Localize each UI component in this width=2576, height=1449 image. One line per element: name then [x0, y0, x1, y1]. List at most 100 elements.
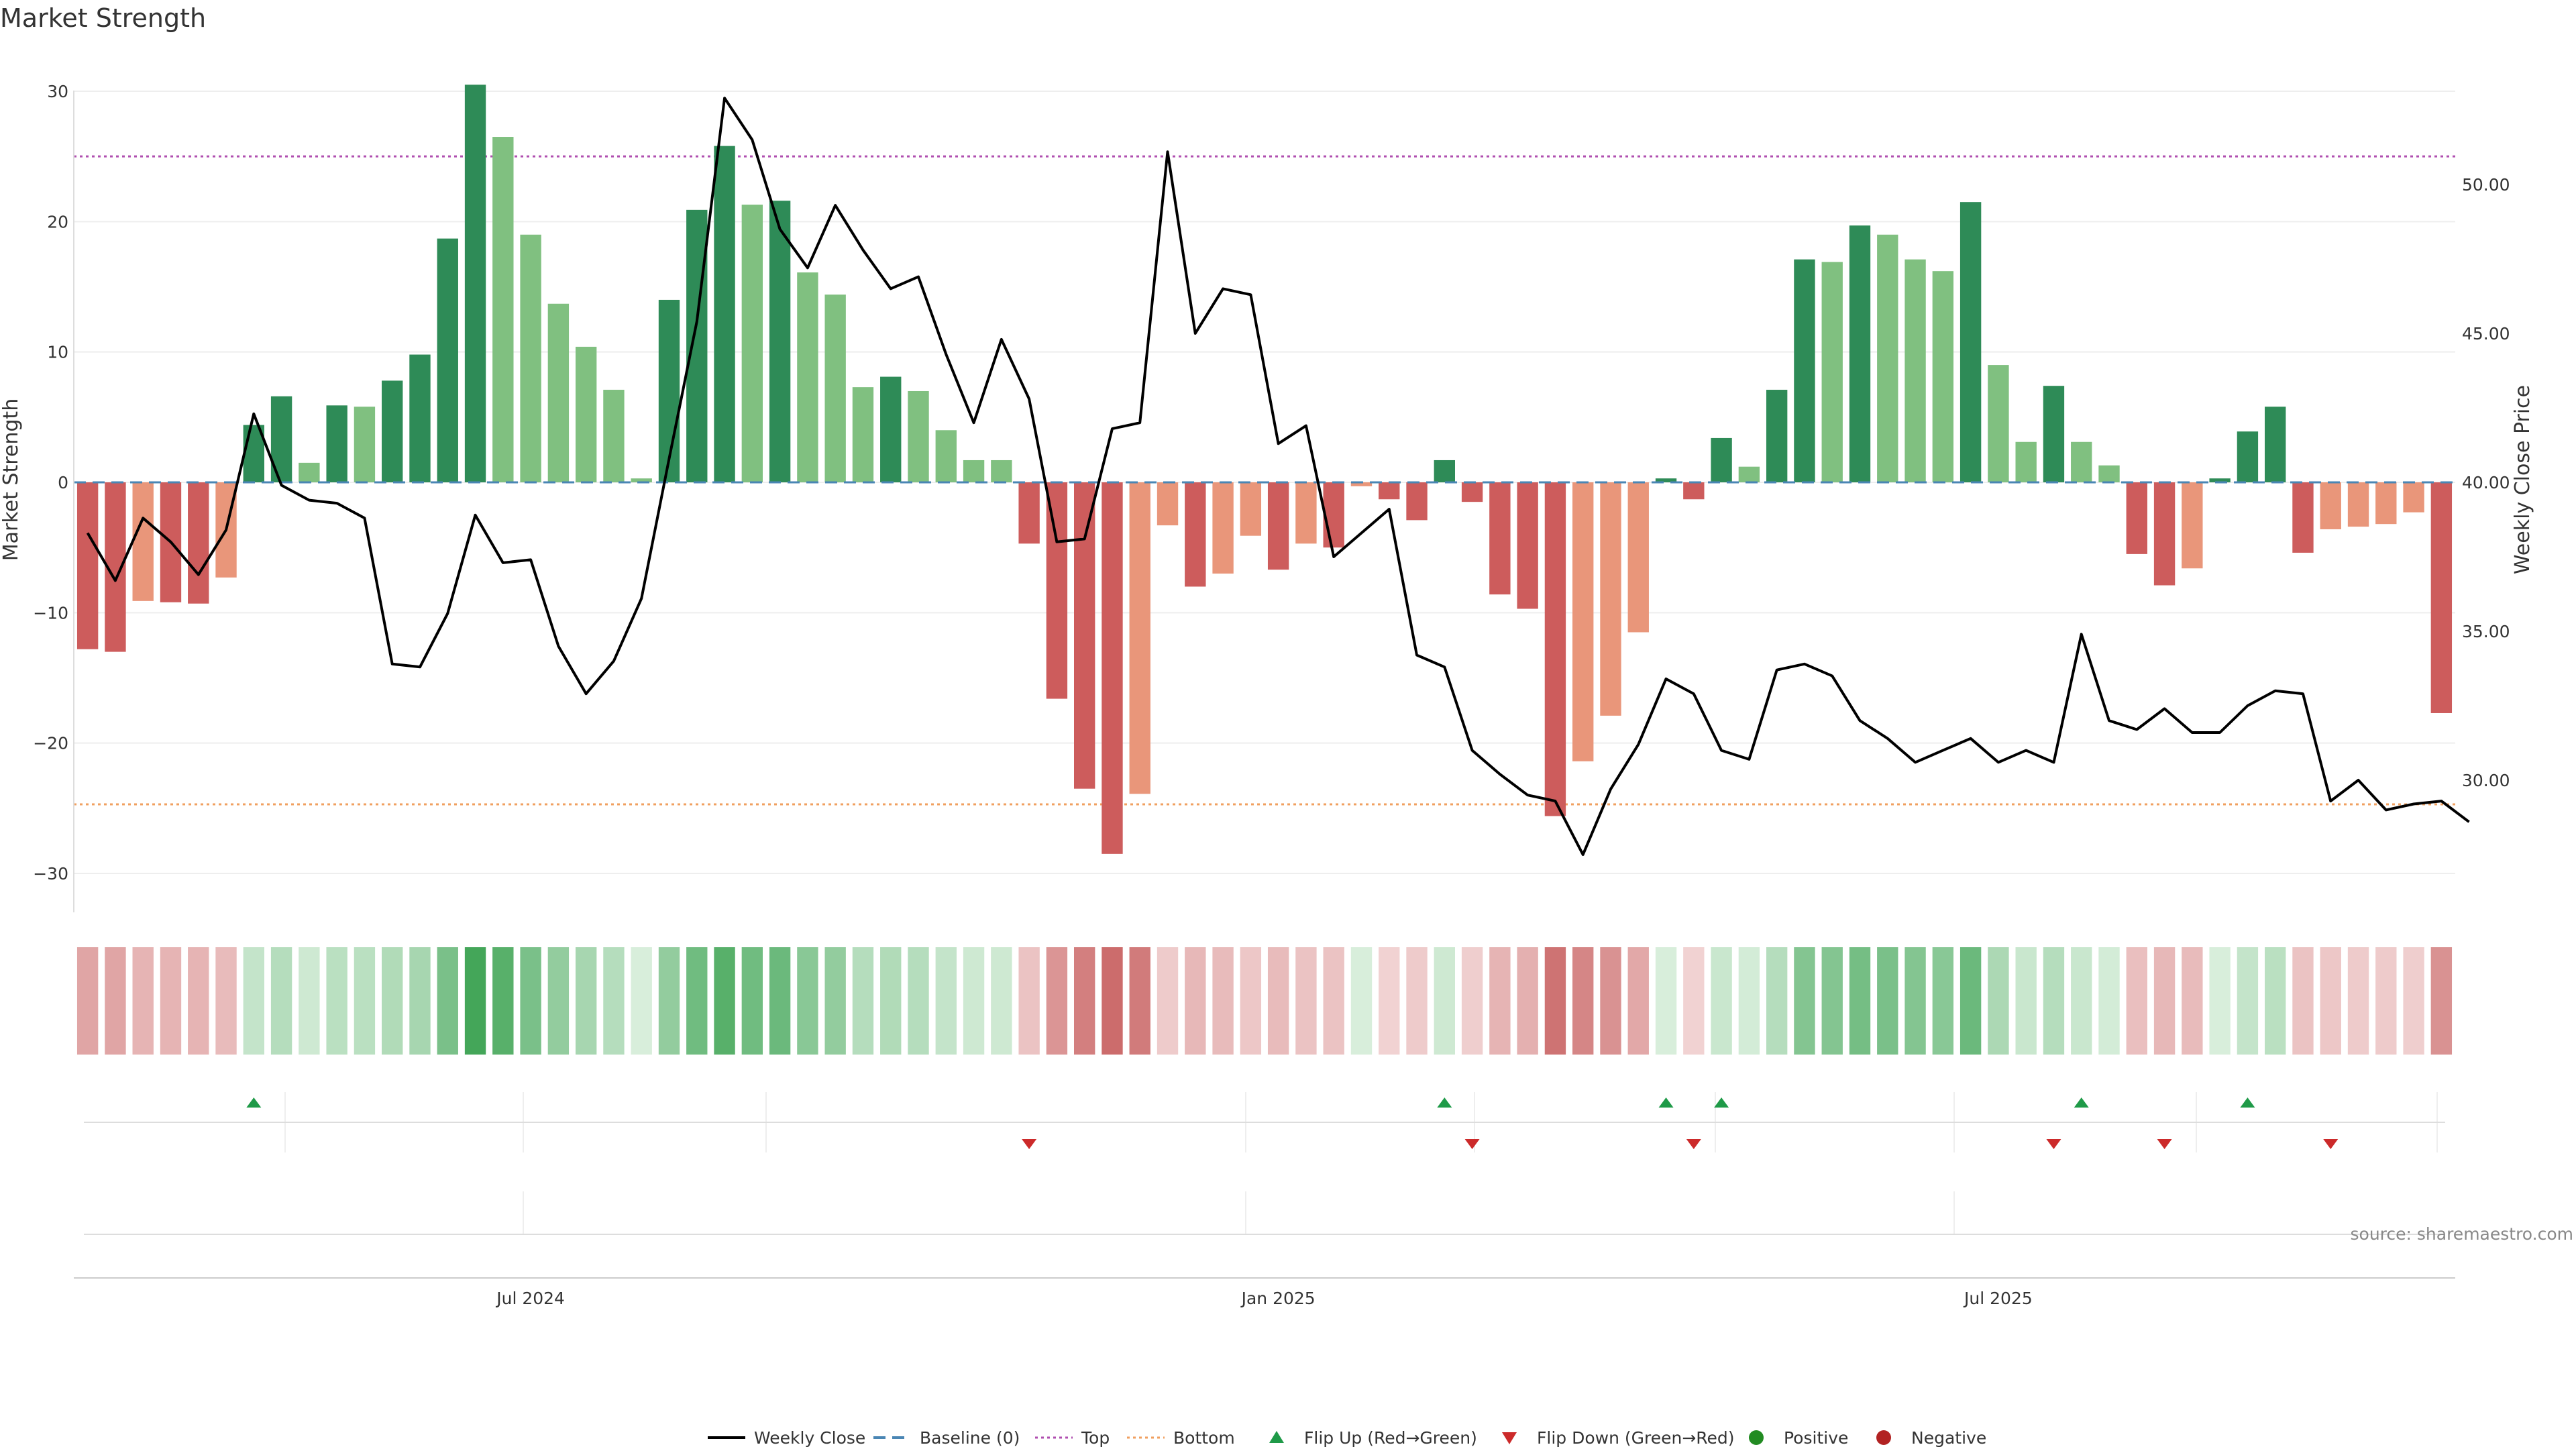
chart-title: Market Strength	[0, 3, 206, 33]
flip-up-marker	[2240, 1097, 2255, 1108]
positive-bar	[1960, 202, 1982, 482]
negative-bar	[1572, 482, 1594, 761]
positive-bar	[2098, 465, 2120, 482]
negative-bar	[1683, 482, 1705, 500]
strip-cell	[1544, 947, 1566, 1055]
negative-bar	[188, 482, 209, 604]
legend-item-bottom: Bottom	[1127, 1428, 1235, 1448]
strip-cell	[2292, 947, 2314, 1055]
legend-label: Top	[1081, 1428, 1110, 1448]
negative-bar	[2375, 482, 2397, 525]
positive-bar	[2265, 407, 2286, 482]
positive-bar	[1904, 259, 1926, 482]
strip-cell	[991, 947, 1012, 1055]
strip-cell	[908, 947, 929, 1055]
strip-cell	[1683, 947, 1705, 1055]
negative-bar	[1461, 482, 1483, 502]
strip-cell	[2126, 947, 2147, 1055]
positive-bar	[1821, 262, 1843, 482]
strip-cell	[2347, 947, 2369, 1055]
flip-signal-panel	[84, 1092, 2445, 1235]
negative-bar	[2347, 482, 2369, 527]
strip-cell	[575, 947, 597, 1055]
positive-bar	[575, 346, 597, 482]
legend-swatch	[1502, 1432, 1517, 1444]
strength-bars	[74, 85, 2455, 854]
strip-cell	[1129, 947, 1150, 1055]
positive-bar	[714, 146, 735, 482]
left-tick-label: −10	[33, 603, 68, 623]
left-tick-label: 20	[47, 212, 68, 231]
legend-item-flip-up: Flip Up (Red→Green)	[1269, 1428, 1477, 1448]
strip-cell	[658, 947, 680, 1055]
negative-bar	[1323, 482, 1344, 548]
strip-cell	[409, 947, 431, 1055]
strip-cell	[1738, 947, 1760, 1055]
positive-bar	[1655, 478, 1677, 482]
positive-bar	[547, 303, 570, 482]
legend-swatch	[1269, 1431, 1284, 1443]
negative-bar	[2403, 482, 2424, 513]
legend-label: Positive	[1784, 1428, 1848, 1448]
negative-bar	[1379, 482, 1400, 500]
strip-cell	[1240, 947, 1262, 1055]
strip-cell	[1794, 947, 1815, 1055]
legend-label: Flip Up (Red→Green)	[1304, 1428, 1477, 1448]
positive-bar	[1434, 460, 1455, 482]
strip-cell	[1766, 947, 1788, 1055]
strip-cell	[354, 947, 376, 1055]
negative-bar	[132, 482, 154, 601]
strip-cell	[1988, 947, 2009, 1055]
strip-cell	[797, 947, 818, 1055]
negative-bar	[1267, 482, 1289, 570]
positive-bar	[2237, 431, 2259, 482]
right-tick-label: 45.00	[2462, 324, 2510, 343]
positive-bar	[935, 430, 957, 482]
left-axis-ticks: 30 20 10 0 −10 −20 −30	[33, 82, 74, 912]
strip-cell	[1157, 947, 1179, 1055]
strip-cell	[520, 947, 541, 1055]
strip-cell	[2430, 947, 2453, 1055]
weekly-close-line	[86, 97, 2470, 856]
strip-cell	[160, 947, 182, 1055]
positive-bar	[880, 376, 902, 482]
strip-cell	[1849, 947, 1871, 1055]
strip-cell	[464, 947, 486, 1055]
strip-cell	[686, 947, 708, 1055]
flip-up-marker	[1658, 1097, 1674, 1108]
negative-bar	[1185, 482, 1206, 587]
legend-item-baseline: Baseline (0)	[873, 1428, 1020, 1448]
flip-down-marker	[2046, 1139, 2061, 1149]
strip-cell	[714, 947, 735, 1055]
negative-bar	[2430, 482, 2453, 713]
strip-cell	[935, 947, 957, 1055]
legend: Weekly Close Baseline (0) Top Bottom Flip Up…	[708, 1428, 1986, 1448]
strip-cell	[2153, 947, 2176, 1055]
legend-label: Bottom	[1173, 1428, 1235, 1448]
strip-cell	[631, 947, 652, 1055]
positive-bar	[908, 390, 929, 482]
strip-cell	[2209, 947, 2231, 1055]
strip-cell	[1489, 947, 1511, 1055]
positive-bar	[1877, 234, 1898, 482]
strip-cell	[963, 947, 985, 1055]
right-axis-ticks: 50.00 45.00 40.00 35.00 30.00	[2462, 175, 2510, 790]
negative-bar	[1627, 482, 1649, 633]
negative-bar	[1018, 482, 1040, 544]
strip-cell	[1627, 947, 1649, 1055]
positive-bar	[1794, 259, 1815, 482]
legend-item-top: Top	[1035, 1428, 1110, 1448]
positive-bar	[1849, 225, 1871, 482]
strip-cell	[1960, 947, 1982, 1055]
strip-cell	[1212, 947, 1234, 1055]
positive-bar	[382, 380, 403, 482]
flip-down-marker	[2157, 1139, 2172, 1149]
flip-up-marker	[1714, 1097, 1729, 1108]
positive-bar	[1766, 390, 1788, 482]
strip-cell	[1267, 947, 1289, 1055]
strip-cell	[769, 947, 791, 1055]
strip-cell	[1185, 947, 1206, 1055]
flip-up-marker	[246, 1097, 262, 1108]
left-tick-label: 0	[58, 473, 68, 492]
